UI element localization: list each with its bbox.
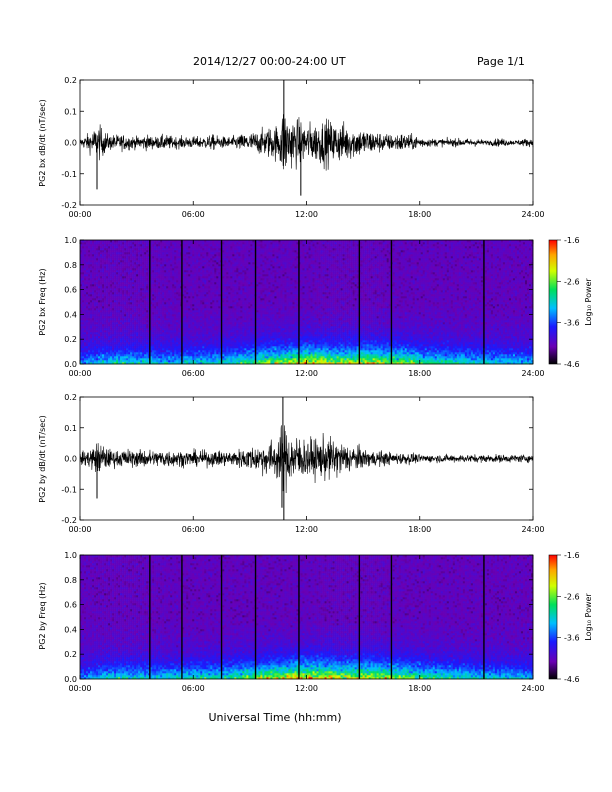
x-tick-label: 24:00: [521, 210, 544, 219]
x-tick-label: 06:00: [182, 525, 205, 534]
x-tick-label: 18:00: [408, 684, 431, 693]
heatmap-cells: [80, 240, 533, 364]
page-header-page: Page 1/1: [477, 55, 525, 68]
heatmap-cells: [80, 555, 533, 679]
colorbar-gradient: [549, 555, 557, 679]
y-tick-label: 0.2: [64, 393, 77, 402]
y-tick-label: 0.0: [64, 360, 77, 369]
x-tick-label: 12:00: [295, 210, 318, 219]
y-tick-label: 0.2: [64, 76, 77, 85]
x-tick-label: 00:00: [68, 525, 91, 534]
x-tick-label: 24:00: [521, 684, 544, 693]
x-tick-label: 18:00: [408, 210, 431, 219]
x-axis-title: Universal Time (hh:mm): [209, 711, 342, 724]
y-tick-label: 1.0: [64, 236, 77, 245]
panel-bx-spectrogram: PG2 bx Freq (Hz) 00:00 06:00 12:00 18:00 24:…: [38, 236, 545, 378]
panel-bx-dbdt: PG2 bx dB/dt (nT/sec) 00:00 06:00 12:00 18:…: [38, 76, 545, 219]
y-tick-label: 0.4: [64, 310, 77, 319]
panel-by-dbdt: PG2 by dB/dt (nT/sec) 00:00 06:00 12:00 18:…: [38, 393, 545, 534]
series-line: [80, 425, 533, 493]
colorbar-tick-label: -1.6: [564, 551, 580, 560]
y-tick-label: 0.6: [64, 286, 77, 295]
y-tick-label: 0.2: [64, 650, 77, 659]
x-tick-label: 18:00: [408, 525, 431, 534]
page-header-date: 2014/12/27 00:00-24:00 UT: [193, 55, 346, 68]
y-tick-label: 0.4: [64, 625, 77, 634]
colorbar-tick-label: -3.6: [564, 634, 580, 643]
x-tick-label: 24:00: [521, 369, 544, 378]
colorbar-tick-label: -4.6: [564, 360, 580, 369]
colorbar-tick-label: -4.6: [564, 675, 580, 684]
y-tick-label: -0.2: [61, 516, 77, 525]
x-tick-label: 24:00: [521, 525, 544, 534]
y-tick-label: 0.6: [64, 601, 77, 610]
y-tick-label: -0.2: [61, 201, 77, 210]
y-tick-label: -0.1: [61, 485, 77, 494]
y-tick-label: -0.1: [61, 170, 77, 179]
x-tick-label: 12:00: [295, 525, 318, 534]
colorbar-tick-label: -3.6: [564, 319, 580, 328]
x-tick-label: 06:00: [182, 369, 205, 378]
y-tick-label: 0.2: [64, 335, 77, 344]
x-tick-label: 18:00: [408, 369, 431, 378]
colorbar-label: Log₁₀ Power: [584, 593, 593, 641]
y-tick-label: 0.0: [64, 139, 77, 148]
y-tick-label: 0.1: [64, 107, 77, 116]
y-tick-label: 0.8: [64, 576, 77, 585]
series-line: [80, 114, 533, 170]
x-tick-label: 06:00: [182, 684, 205, 693]
x-tick-label: 12:00: [295, 369, 318, 378]
colorbar-gradient: [549, 240, 557, 364]
x-tick-label: 12:00: [295, 684, 318, 693]
colorbar-tick-label: -2.6: [564, 592, 580, 601]
colorbar-tick-label: -1.6: [564, 236, 580, 245]
y-tick-label: 0.0: [64, 675, 77, 684]
y-axis-label: PG2 by Freq (Hz): [38, 582, 47, 649]
y-tick-label: 0.0: [64, 455, 77, 464]
y-axis-label: PG2 bx dB/dt (nT/sec): [38, 99, 47, 186]
colorbar-by: Log₁₀ Power -1.6 -2.6 -3.6 -4.6: [549, 551, 593, 684]
y-tick-label: 0.8: [64, 261, 77, 270]
y-tick-label: 1.0: [64, 551, 77, 560]
x-tick-label: 00:00: [68, 210, 91, 219]
panel-by-spectrogram: PG2 by Freq (Hz) 00:00 06:00 12:00 18:00 24:…: [38, 551, 545, 693]
x-tick-label: 00:00: [68, 369, 91, 378]
colorbar-label: Log₁₀ Power: [584, 278, 593, 326]
y-axis-label: PG2 by dB/dt (nT/sec): [38, 415, 47, 502]
colorbar-tick-label: -2.6: [564, 277, 580, 286]
y-tick-label: 0.1: [64, 424, 77, 433]
y-axis-label: PG2 bx Freq (Hz): [38, 268, 47, 335]
x-tick-label: 00:00: [68, 684, 91, 693]
x-tick-label: 06:00: [182, 210, 205, 219]
colorbar-bx: Log₁₀ Power -1.6 -2.6 -3.6 -4.6: [549, 236, 593, 369]
